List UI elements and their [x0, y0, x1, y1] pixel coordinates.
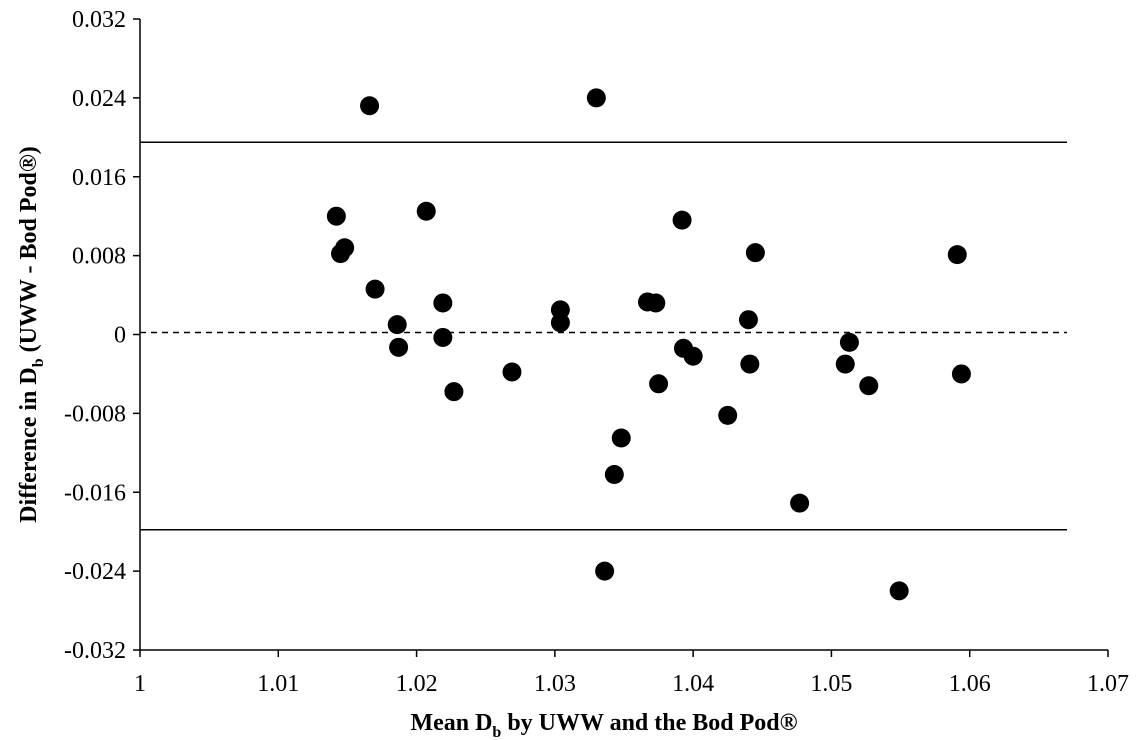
data-point [859, 376, 879, 396]
data-point [738, 310, 758, 330]
data-point [740, 354, 760, 374]
x-tick-label: 1.04 [672, 671, 714, 697]
data-points [326, 88, 971, 601]
data-point [611, 428, 631, 448]
data-point [433, 327, 453, 347]
data-point [646, 293, 666, 313]
reference-lines [140, 141, 1067, 531]
x-tick-label: 1.03 [534, 671, 576, 697]
data-point [683, 346, 703, 366]
data-point [672, 210, 692, 230]
x-ticks: 1 1.01 1.02 1.03 1.04 1.05 1.06 1.07 [134, 650, 1129, 697]
y-tick-label: 0.032 [72, 7, 126, 33]
data-point [604, 465, 624, 485]
data-point [389, 337, 409, 357]
x-axis-title: Mean Db by UWW and the Bod Pod® [410, 710, 797, 740]
y-tick-label: 0.024 [72, 86, 126, 112]
x-tick-label: 1.07 [1087, 671, 1129, 697]
y-tick-label: -0.016 [64, 480, 126, 506]
data-point [416, 201, 436, 221]
data-point [360, 96, 380, 116]
data-point [947, 245, 967, 265]
data-point [550, 313, 570, 333]
data-point [889, 581, 909, 601]
data-point [951, 364, 971, 384]
data-point [835, 354, 855, 374]
y-tick-label: 0 [114, 323, 126, 349]
data-point [331, 244, 351, 264]
data-point [595, 561, 615, 581]
data-point [365, 279, 385, 299]
data-point [387, 315, 407, 335]
y-tick-label: 0.008 [72, 244, 126, 270]
x-tick-label: 1.01 [257, 671, 299, 697]
data-point [444, 382, 464, 402]
y-tick-label: 0.016 [72, 165, 126, 191]
data-point [433, 293, 453, 313]
x-tick-label: 1.02 [396, 671, 438, 697]
data-point [745, 243, 765, 263]
data-point [502, 362, 522, 382]
y-ticks: 0.032 0.024 0.016 0.008 0 -0.008 -0.016 -0.024 -… [64, 7, 140, 664]
x-tick-label: 1.05 [810, 671, 852, 697]
axes [139, 19, 1108, 651]
x-tick-label: 1.06 [949, 671, 991, 697]
data-point [839, 332, 859, 352]
x-tick-label: 1 [134, 671, 146, 697]
y-tick-label: -0.032 [64, 638, 126, 664]
data-point [326, 206, 346, 226]
data-point [586, 88, 606, 108]
y-tick-label: -0.008 [64, 401, 126, 427]
y-tick-label: -0.024 [64, 559, 126, 585]
data-point [649, 374, 669, 394]
data-point [790, 493, 810, 513]
y-axis-title: Difference in Db (UWW - Bod Pod®) [16, 146, 47, 523]
data-point [718, 405, 738, 425]
